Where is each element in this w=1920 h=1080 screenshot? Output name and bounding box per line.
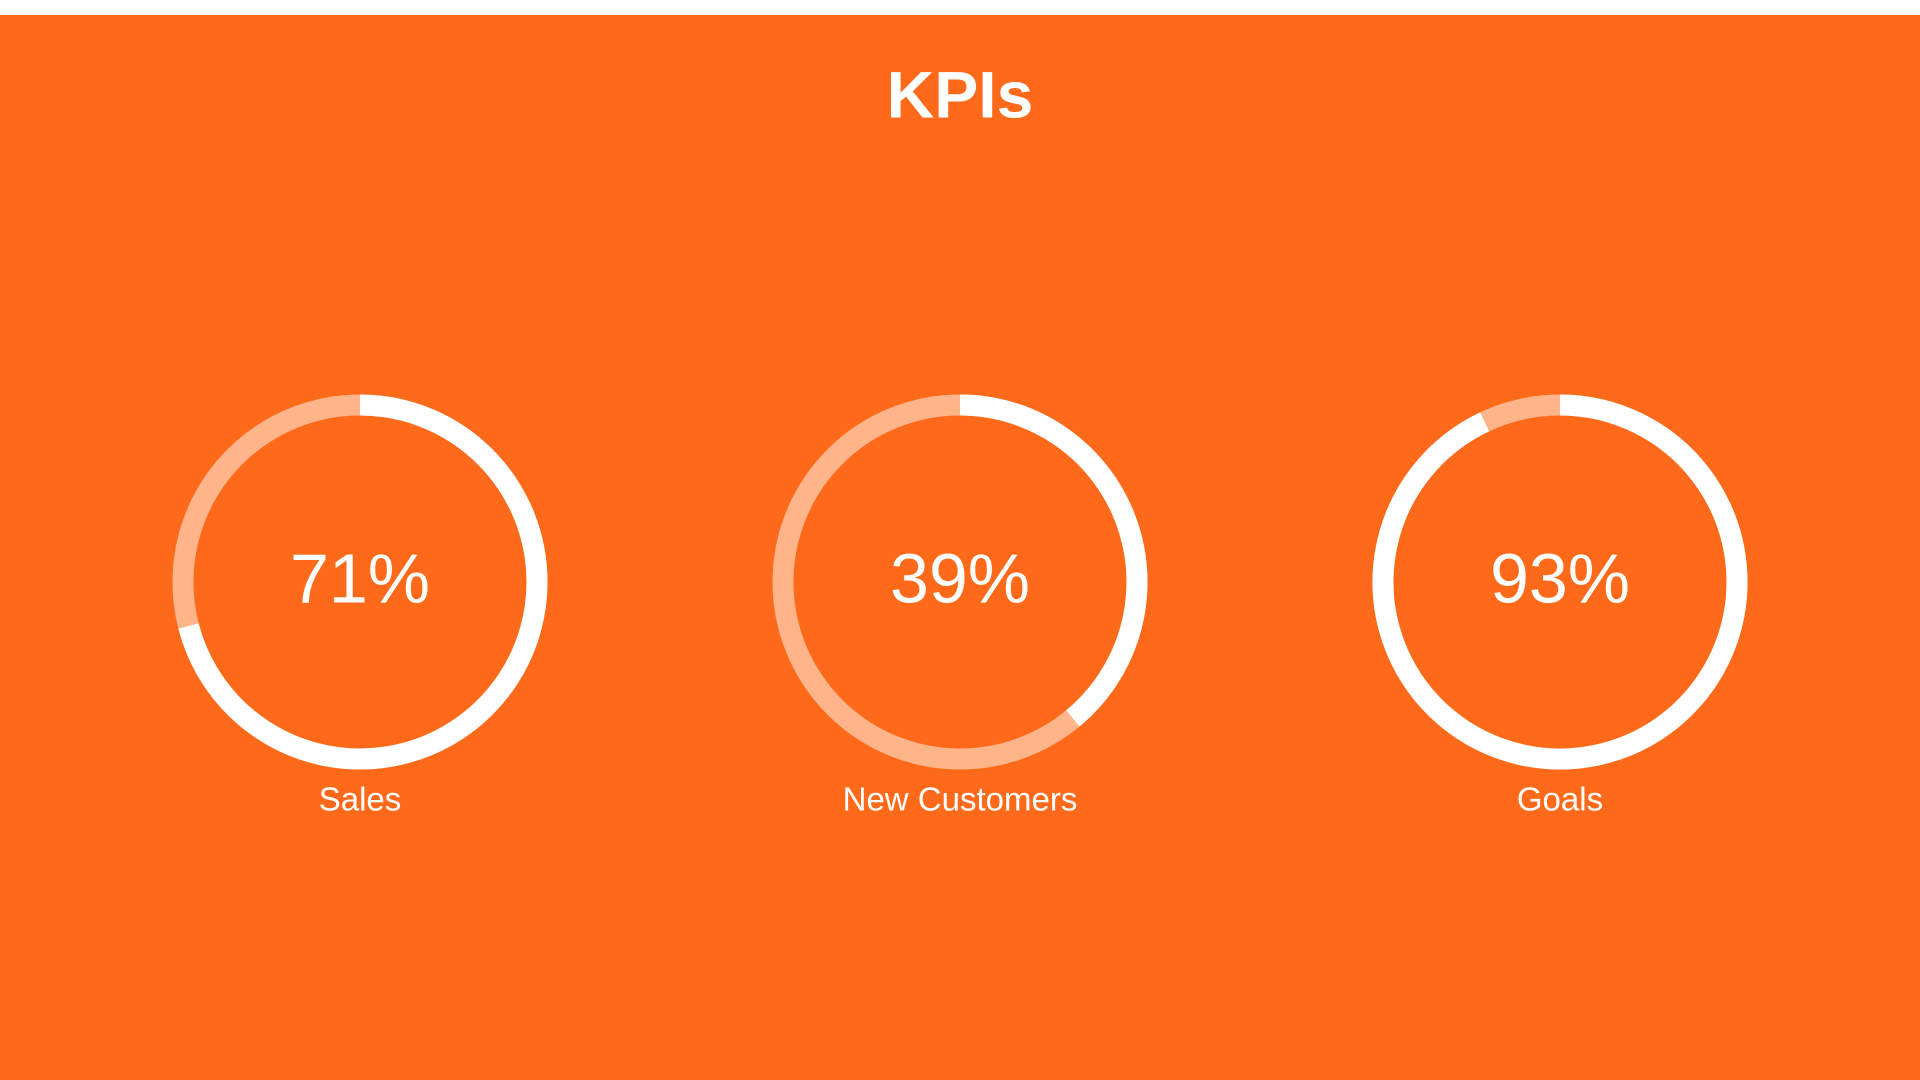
chart-title: KPIs	[887, 57, 1034, 131]
category-label: Goals	[1517, 781, 1603, 818]
category-label: New Customers	[843, 781, 1078, 818]
category-label: Sales	[319, 781, 402, 818]
gauge-arc	[178, 394, 548, 770]
panel-background	[0, 15, 1920, 1080]
value-label: 39%	[890, 539, 1030, 617]
value-label: 93%	[1490, 539, 1630, 617]
value-label: 71%	[290, 539, 430, 617]
gauge-arc	[959, 394, 1148, 727]
gauge-arc	[1372, 394, 1748, 770]
